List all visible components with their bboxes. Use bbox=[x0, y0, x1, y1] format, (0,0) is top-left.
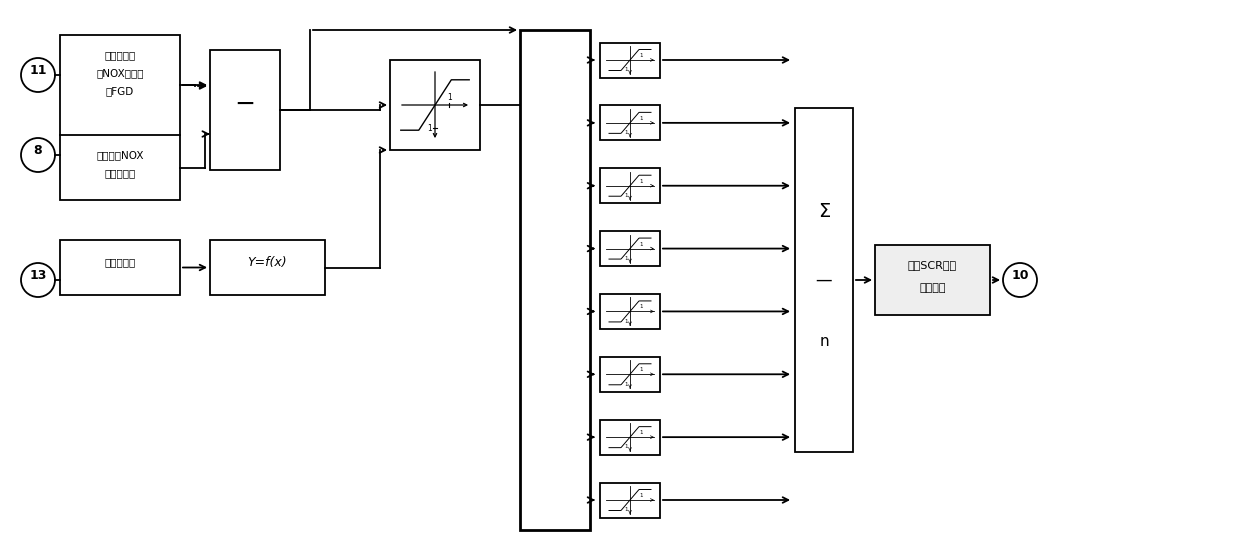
Text: 1: 1 bbox=[625, 256, 627, 261]
Text: —: — bbox=[816, 271, 832, 289]
Text: 13: 13 bbox=[30, 269, 47, 281]
Text: 自FGD: 自FGD bbox=[105, 86, 134, 96]
Text: 1: 1 bbox=[625, 507, 627, 512]
Text: Y=f(x): Y=f(x) bbox=[248, 256, 288, 269]
Text: 10: 10 bbox=[1012, 269, 1029, 281]
Bar bbox=[600, 420, 660, 455]
Bar bbox=[795, 108, 853, 452]
Text: 1: 1 bbox=[639, 430, 642, 435]
Text: 1: 1 bbox=[639, 493, 642, 498]
Circle shape bbox=[21, 138, 55, 172]
Bar bbox=[600, 483, 660, 518]
Text: 11: 11 bbox=[30, 63, 47, 77]
Text: 1: 1 bbox=[625, 130, 627, 135]
Text: 1: 1 bbox=[639, 178, 642, 183]
Text: 脱硝烟囱入: 脱硝烟囱入 bbox=[104, 50, 135, 60]
Text: 1: 1 bbox=[428, 124, 432, 133]
Bar bbox=[60, 240, 180, 295]
Bar bbox=[391, 60, 480, 150]
Bar bbox=[600, 231, 660, 266]
Text: 1: 1 bbox=[639, 53, 642, 58]
Text: 锅炉总风量: 锅炉总风量 bbox=[104, 257, 135, 267]
Text: 1: 1 bbox=[639, 368, 642, 373]
Bar bbox=[210, 240, 325, 295]
Text: 1: 1 bbox=[639, 305, 642, 310]
Text: Σ: Σ bbox=[818, 202, 830, 221]
Text: 1: 1 bbox=[448, 93, 451, 102]
Text: 1: 1 bbox=[625, 381, 627, 386]
Circle shape bbox=[21, 263, 55, 297]
Text: 1: 1 bbox=[639, 116, 642, 121]
Bar bbox=[210, 50, 280, 170]
Text: 1: 1 bbox=[625, 193, 627, 198]
Bar bbox=[520, 30, 590, 530]
Text: 1: 1 bbox=[625, 319, 627, 324]
Bar bbox=[60, 35, 180, 200]
Text: 浓度设定值: 浓度设定值 bbox=[104, 168, 135, 178]
Bar bbox=[600, 357, 660, 392]
Text: 口NOX浓度来: 口NOX浓度来 bbox=[97, 68, 144, 78]
Text: 1: 1 bbox=[639, 241, 642, 246]
Text: n: n bbox=[820, 335, 828, 350]
Text: 补偿差值: 补偿差值 bbox=[919, 283, 946, 293]
Text: 烟囱入口NOX: 烟囱入口NOX bbox=[97, 150, 144, 160]
Bar bbox=[600, 168, 660, 203]
Text: 1: 1 bbox=[625, 444, 627, 449]
Bar bbox=[600, 105, 660, 140]
Text: 脱硝SCR管道: 脱硝SCR管道 bbox=[908, 260, 957, 270]
Text: ─: ─ bbox=[238, 93, 253, 117]
Text: 1: 1 bbox=[625, 67, 627, 72]
Text: 8: 8 bbox=[33, 143, 42, 156]
Circle shape bbox=[1003, 263, 1037, 297]
Bar bbox=[600, 294, 660, 329]
Bar bbox=[600, 42, 660, 77]
Circle shape bbox=[21, 58, 55, 92]
Bar bbox=[875, 245, 990, 315]
